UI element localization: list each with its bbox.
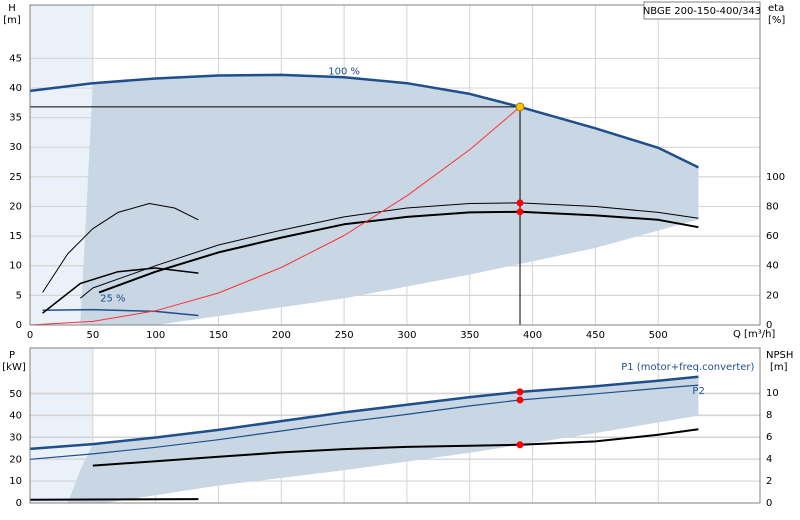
y2-tick-label: 4: [766, 454, 772, 465]
y2-tick-label: 80: [766, 201, 779, 212]
y-tick-label: 50: [9, 389, 22, 400]
curve: [29, 375, 699, 451]
curve: [42, 267, 199, 314]
axis-title: [%]: [768, 15, 785, 26]
y-tick-label: 40: [9, 411, 22, 422]
x-tick-label: 150: [209, 330, 228, 341]
curve: [29, 106, 521, 326]
y-tick-label: 5: [16, 290, 22, 301]
x-tick-label: 200: [272, 330, 291, 341]
title-label: NBGE 200-150-400/343: [643, 6, 761, 17]
axis-title: [m]: [770, 362, 788, 373]
curve: [42, 203, 199, 293]
y2-tick-label: 60: [766, 231, 779, 242]
curve: [98, 210, 699, 294]
y2-tick-label: 10: [766, 388, 779, 399]
operating-marker: [516, 199, 524, 207]
y-tick-label: 20: [9, 201, 22, 212]
x-tick-label: 0: [27, 330, 33, 341]
axis-title: [kW]: [2, 362, 26, 373]
axis-title: eta: [768, 3, 784, 14]
y2-tick-label: 8: [766, 410, 772, 421]
axis-title: Q [m³/h]: [733, 329, 775, 340]
title-box: [643, 1, 761, 20]
axis-title: H: [8, 3, 16, 14]
plot-frame: [29, 4, 761, 326]
x-tick-label: 400: [523, 330, 542, 341]
y2-tick-label: 6: [766, 432, 772, 443]
operating-marker: [516, 441, 524, 449]
x-tick-label: 250: [335, 330, 354, 341]
curve: [42, 308, 199, 317]
curve-label: 25 %: [100, 294, 125, 305]
axis-title: P: [9, 350, 15, 361]
y2-tick-label: 20: [766, 290, 779, 301]
plot-frame: [29, 347, 761, 504]
y2-tick-label: 2: [766, 476, 772, 487]
curve: [29, 73, 699, 169]
curve: [29, 498, 199, 501]
operating-marker: [516, 208, 524, 216]
operating-marker: [516, 396, 524, 404]
y-tick-label: 30: [9, 142, 22, 153]
curve-label: P2: [692, 386, 704, 397]
y-tick-label: 20: [9, 454, 22, 465]
duty-point: [515, 102, 525, 112]
y-tick-label: 35: [9, 113, 22, 124]
x-tick-label: 500: [649, 330, 668, 341]
y-tick-label: 45: [9, 53, 22, 64]
x-tick-label: 300: [397, 330, 416, 341]
x-tick-label: 100: [146, 330, 165, 341]
x-tick-label: 450: [586, 330, 605, 341]
axis-title: [m]: [3, 15, 21, 26]
operating-marker: [516, 388, 524, 396]
operating-region: [67, 376, 699, 503]
y2-tick-label: 100: [766, 172, 785, 183]
y-tick-label: 0: [16, 320, 22, 331]
y-tick-label: 25: [9, 172, 22, 183]
y-tick-label: 15: [9, 231, 22, 242]
operating-region: [80, 74, 699, 325]
y-tick-label: 40: [9, 83, 22, 94]
curve: [92, 428, 699, 467]
y2-tick-label: 0: [766, 498, 772, 509]
y2-tick-label: 40: [766, 261, 779, 272]
y-tick-label: 10: [9, 261, 22, 272]
curve-label: P1 (motor+freq.converter): [621, 362, 754, 373]
axis-title: NPSH: [766, 350, 793, 361]
y2-tick-label: 0: [766, 320, 772, 331]
y-tick-label: 0: [16, 498, 22, 509]
x-tick-label: 50: [86, 330, 99, 341]
y-tick-label: 30: [9, 433, 22, 444]
curve-label: 100 %: [328, 66, 360, 77]
curve: [29, 384, 699, 460]
x-tick-label: 350: [460, 330, 479, 341]
y-tick-label: 10: [9, 476, 22, 487]
